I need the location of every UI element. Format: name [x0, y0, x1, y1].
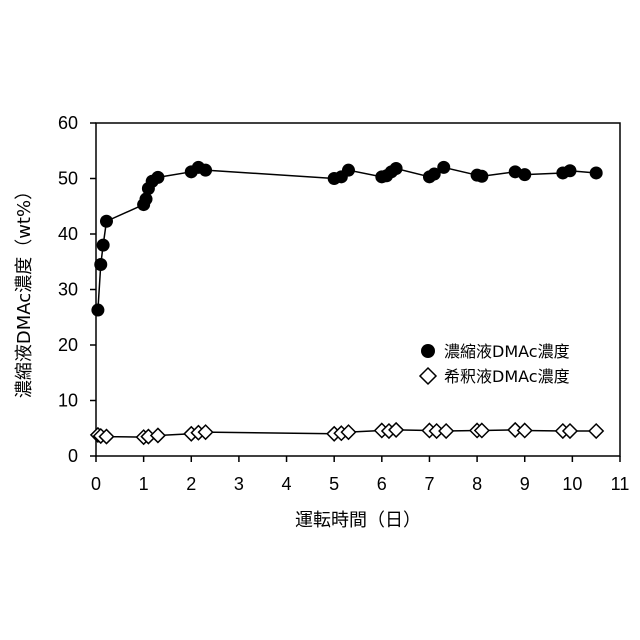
data-point — [475, 170, 488, 183]
x-axis-title: 運転時間（日） — [295, 510, 421, 531]
data-point — [563, 164, 576, 177]
x-tick-label: 9 — [520, 474, 530, 494]
x-tick-label: 10 — [562, 474, 582, 494]
legend-marker-concentrate — [421, 344, 435, 358]
y-tick-label: 0 — [68, 446, 78, 466]
legend-label-diluate: 希釈液DMAc濃度 — [444, 367, 570, 386]
data-point — [151, 171, 164, 184]
x-tick-label: 11 — [611, 474, 630, 494]
data-point — [518, 168, 531, 181]
data-point — [199, 164, 212, 177]
data-point — [518, 423, 532, 437]
data-point — [91, 304, 104, 317]
x-tick-label: 1 — [139, 474, 149, 494]
y-tick-label: 30 — [58, 280, 78, 300]
data-point — [94, 258, 107, 271]
y-tick-label: 20 — [58, 335, 78, 355]
legend-label-concentrate: 濃縮液DMAc濃度 — [444, 342, 570, 361]
data-point — [97, 239, 110, 252]
plot-frame — [96, 123, 620, 456]
series-layer — [91, 161, 603, 444]
data-point — [589, 424, 603, 438]
data-point — [590, 166, 603, 179]
data-point — [342, 164, 355, 177]
data-point — [390, 162, 403, 175]
y-tick-label: 50 — [58, 169, 78, 189]
legend-marker-diluate — [420, 368, 436, 384]
x-tick-label: 8 — [472, 474, 482, 494]
series-line — [98, 167, 596, 310]
y-axis-title: 濃縮液DMAc濃度（wt%） — [14, 182, 35, 398]
series-0 — [91, 161, 602, 317]
series-1 — [91, 423, 603, 444]
x-tick-label: 3 — [234, 474, 244, 494]
data-point — [439, 424, 453, 438]
x-tick-label: 7 — [424, 474, 434, 494]
legend: 濃縮液DMAc濃度 希釈液DMAc濃度 — [420, 342, 570, 386]
x-tick-label: 4 — [282, 474, 292, 494]
y-tick-label: 10 — [58, 391, 78, 411]
x-tick-label: 0 — [91, 474, 101, 494]
data-point — [437, 161, 450, 174]
y-tick-label: 60 — [58, 113, 78, 133]
x-tick-label: 5 — [329, 474, 339, 494]
x-tick-label: 6 — [377, 474, 387, 494]
data-point — [100, 215, 113, 228]
y-tick-label: 40 — [58, 224, 78, 244]
x-tick-label: 2 — [186, 474, 196, 494]
data-point — [151, 428, 165, 442]
